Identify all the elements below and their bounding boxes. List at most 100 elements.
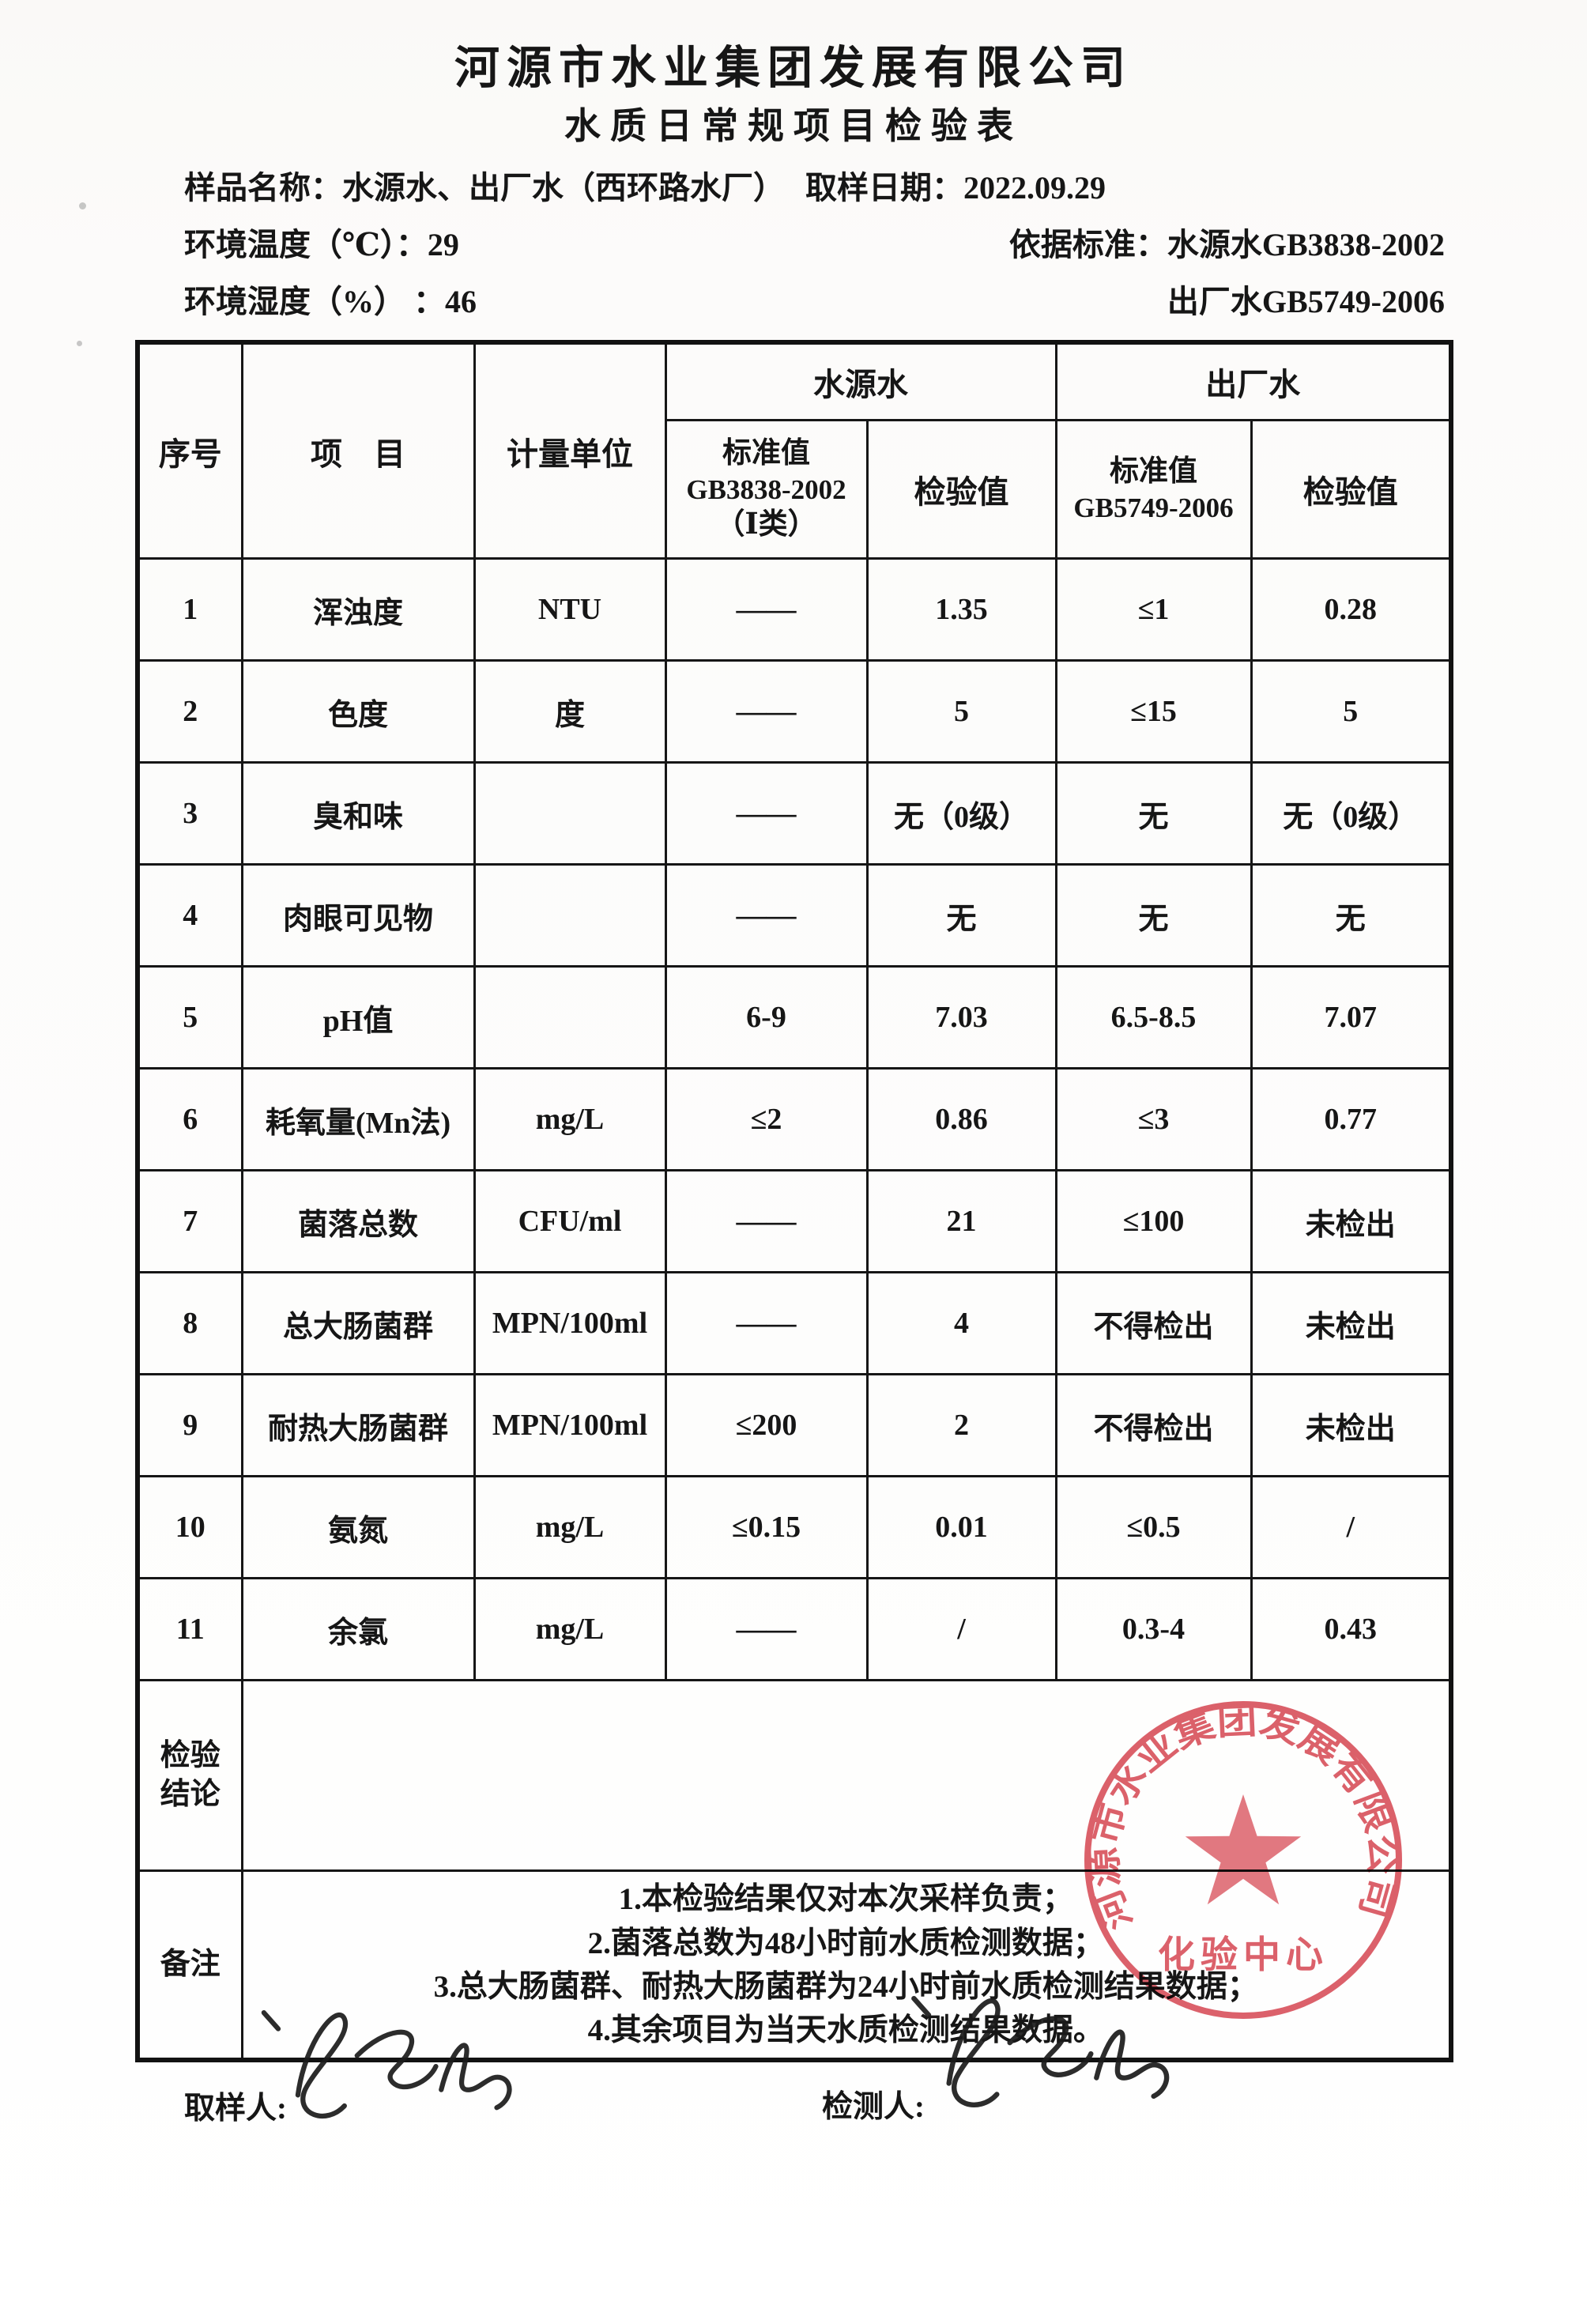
cell-source-value: 1.35 — [865, 557, 1057, 662]
cell-outlet-value: 未检出 — [1250, 1169, 1453, 1274]
cell-unit: mg/L — [473, 1577, 667, 1682]
table-row: 2 色度 度 —— 5 ≤15 5 — [136, 659, 1453, 764]
env-humidity-text: 环境湿度（%） ：46 — [184, 284, 477, 320]
cell-source-value: 0.01 — [865, 1475, 1057, 1580]
seal-center-text: 化验中心 — [1158, 1935, 1329, 1976]
cell-item: 浑浊度 — [240, 557, 476, 662]
cell-source-standard: —— — [664, 1577, 869, 1682]
cell-unit — [473, 965, 667, 1070]
cell-outlet-value: 0.28 — [1250, 557, 1453, 662]
cell-source-standard: ≤200 — [664, 1373, 869, 1478]
cell-no: 1 — [136, 557, 243, 662]
table-row: 9 耐热大肠菌群 MPN/100ml ≤200 2 不得检出 未检出 — [136, 1373, 1453, 1478]
seal-ring — [1084, 1701, 1402, 2019]
cell-unit — [473, 761, 667, 866]
cell-outlet-value: 5 — [1250, 659, 1453, 764]
cell-outlet-value: / — [1250, 1475, 1453, 1580]
cell-source-standard: —— — [664, 557, 869, 662]
col-header-unit: 计量单位 — [473, 341, 667, 560]
table-row: 7 菌落总数 CFU/ml —— 21 ≤100 未检出 — [136, 1169, 1453, 1274]
table-row: 10 氨氮 mg/L ≤0.15 0.01 ≤0.5 / — [136, 1475, 1453, 1580]
standard-code: GB5749-2006 — [1073, 492, 1234, 523]
standard-label: 标准值 — [722, 437, 810, 470]
table-row: 3 臭和味 —— 无（0级） 无 无（0级） — [136, 761, 1453, 866]
cell-outlet-value: 0.77 — [1250, 1067, 1453, 1172]
cell-unit: CFU/ml — [473, 1169, 667, 1274]
cell-unit: 度 — [473, 659, 667, 764]
cell-source-value: 无 — [865, 863, 1057, 968]
cell-outlet-value: 无 — [1250, 863, 1453, 968]
cell-outlet-value: 无（0级） — [1250, 761, 1453, 866]
cell-source-value: 7.03 — [865, 965, 1057, 1070]
company-title: 河源市水业集团发展有限公司 — [454, 43, 1133, 93]
cell-no: 7 — [136, 1169, 243, 1274]
col-header-item: 项 目 — [240, 341, 476, 560]
remark-line: 2.菌落总数为48小时前水质检测数据； — [587, 1926, 1104, 1960]
cell-source-standard: ≤2 — [664, 1067, 869, 1172]
cell-outlet-value: 未检出 — [1250, 1373, 1453, 1478]
env-temperature-text: 环境温度（℃）：29 — [184, 227, 459, 263]
cell-source-value: 5 — [865, 659, 1057, 764]
col-header-source-water: 水源水 — [664, 341, 1057, 422]
cell-no: 10 — [136, 1475, 243, 1580]
table-row: 1 浑浊度 NTU —— 1.35 ≤1 0.28 — [136, 557, 1453, 662]
conclusion-label-line: 检验 — [160, 1739, 221, 1773]
table-header-row-sub: 标准值 GB3838-2002 （Ⅰ类） 检验值 标准值 GB5749-2006… — [138, 419, 1453, 560]
table-row: 6 耗氧量(Mn法) mg/L ≤2 0.86 ≤3 0.77 — [136, 1067, 1453, 1172]
sampler-signature — [261, 2010, 512, 2118]
cell-outlet-standard: 不得检出 — [1054, 1271, 1253, 1376]
cell-item: 耐热大肠菌群 — [240, 1373, 476, 1478]
info-line-temp-standard: 环境温度（℃）：29 依据标准：水源水GB3838-2002 — [184, 226, 1445, 264]
remarks-label: 备注 — [136, 1869, 243, 2062]
standard-code: GB3838-2002 — [686, 473, 846, 505]
remark-line: 4.其余项目为当天水质检测结果数据。 — [587, 2013, 1104, 2048]
remarks-content: 1.本检验结果仅对本次采样负责； 2.菌落总数为48小时前水质检测数据； 3.总… — [240, 1869, 1453, 2062]
doc-title: 水质日常规项目检验表 — [564, 105, 1023, 146]
cell-source-value: 2 — [865, 1373, 1057, 1478]
cell-outlet-standard: 不得检出 — [1054, 1373, 1253, 1478]
cell-no: 4 — [136, 863, 243, 968]
table-row: 11 余氯 mg/L —— / 0.3-4 0.43 — [136, 1577, 1453, 1682]
cell-outlet-value: 0.43 — [1250, 1577, 1453, 1682]
col-header-no: 序号 — [136, 341, 243, 560]
cell-item: 氨氮 — [240, 1475, 476, 1580]
cell-outlet-value: 未检出 — [1250, 1271, 1453, 1376]
standard-source-text: 依据标准：水源水GB3838-2002 — [1008, 227, 1445, 263]
cell-source-standard: —— — [664, 863, 869, 968]
remarks-row: 备注 1.本检验结果仅对本次采样负责； 2.菌落总数为48小时前水质检测数据； … — [136, 1869, 1453, 2062]
cell-source-value: / — [865, 1577, 1057, 1682]
col-header-source-value: 检验值 — [865, 419, 1057, 560]
sample-name-text: 样品名称：水源水、出厂水（西环路水厂） — [184, 170, 785, 206]
cell-unit: MPN/100ml — [473, 1271, 667, 1376]
cell-item: 臭和味 — [240, 761, 476, 866]
info-line-sample: 样品名称：水源水、出厂水（西环路水厂） 取样日期：2022.09.29 — [184, 169, 1445, 207]
cell-outlet-value: 7.07 — [1250, 965, 1453, 1070]
table-row: 8 总大肠菌群 MPN/100ml —— 4 不得检出 未检出 — [136, 1271, 1453, 1376]
scan-speck — [77, 341, 82, 346]
col-header-outlet-standard: 标准值 GB5749-2006 — [1054, 419, 1253, 560]
sampler-label: 取样人: — [184, 2092, 287, 2126]
cell-outlet-standard: ≤100 — [1054, 1169, 1253, 1274]
cell-source-value: 0.86 — [865, 1067, 1057, 1172]
remark-line: 3.总大肠菌群、耐热大肠菌群为24小时前水质检测结果数据； — [433, 1969, 1258, 2004]
table-row: 4 肉眼可见物 —— 无 无 无 — [136, 863, 1453, 968]
table-row: 5 pH值 6-9 7.03 6.5-8.5 7.07 — [136, 965, 1453, 1070]
cell-outlet-standard: 6.5-8.5 — [1054, 965, 1253, 1070]
cell-no: 5 — [136, 965, 243, 1070]
table-header-row-group: 序号 项 目 计量单位 水源水 出厂水 — [136, 341, 1453, 560]
cell-item: 色度 — [240, 659, 476, 764]
cell-item: 总大肠菌群 — [240, 1271, 476, 1376]
cell-source-standard: 6-9 — [664, 965, 869, 1070]
col-header-outlet-water: 出厂水 — [1054, 341, 1453, 422]
remark-line: 1.本检验结果仅对本次采样负责； — [618, 1882, 1073, 1917]
conclusion-label: 检验 结论 — [136, 1679, 243, 1873]
sampling-date-text: 取样日期：2022.09.29 — [805, 170, 1106, 206]
cell-source-standard: —— — [664, 1271, 869, 1376]
standard-class: （Ⅰ类） — [715, 508, 817, 541]
header-info: 样品名称：水源水、出厂水（西环路水厂） 取样日期：2022.09.29 环境温度… — [184, 169, 1445, 321]
cell-item: 耗氧量(Mn法) — [240, 1067, 476, 1172]
cell-unit: NTU — [473, 557, 667, 662]
cell-unit: mg/L — [473, 1067, 667, 1172]
cell-outlet-standard: ≤3 — [1054, 1067, 1253, 1172]
cell-item: 菌落总数 — [240, 1169, 476, 1274]
